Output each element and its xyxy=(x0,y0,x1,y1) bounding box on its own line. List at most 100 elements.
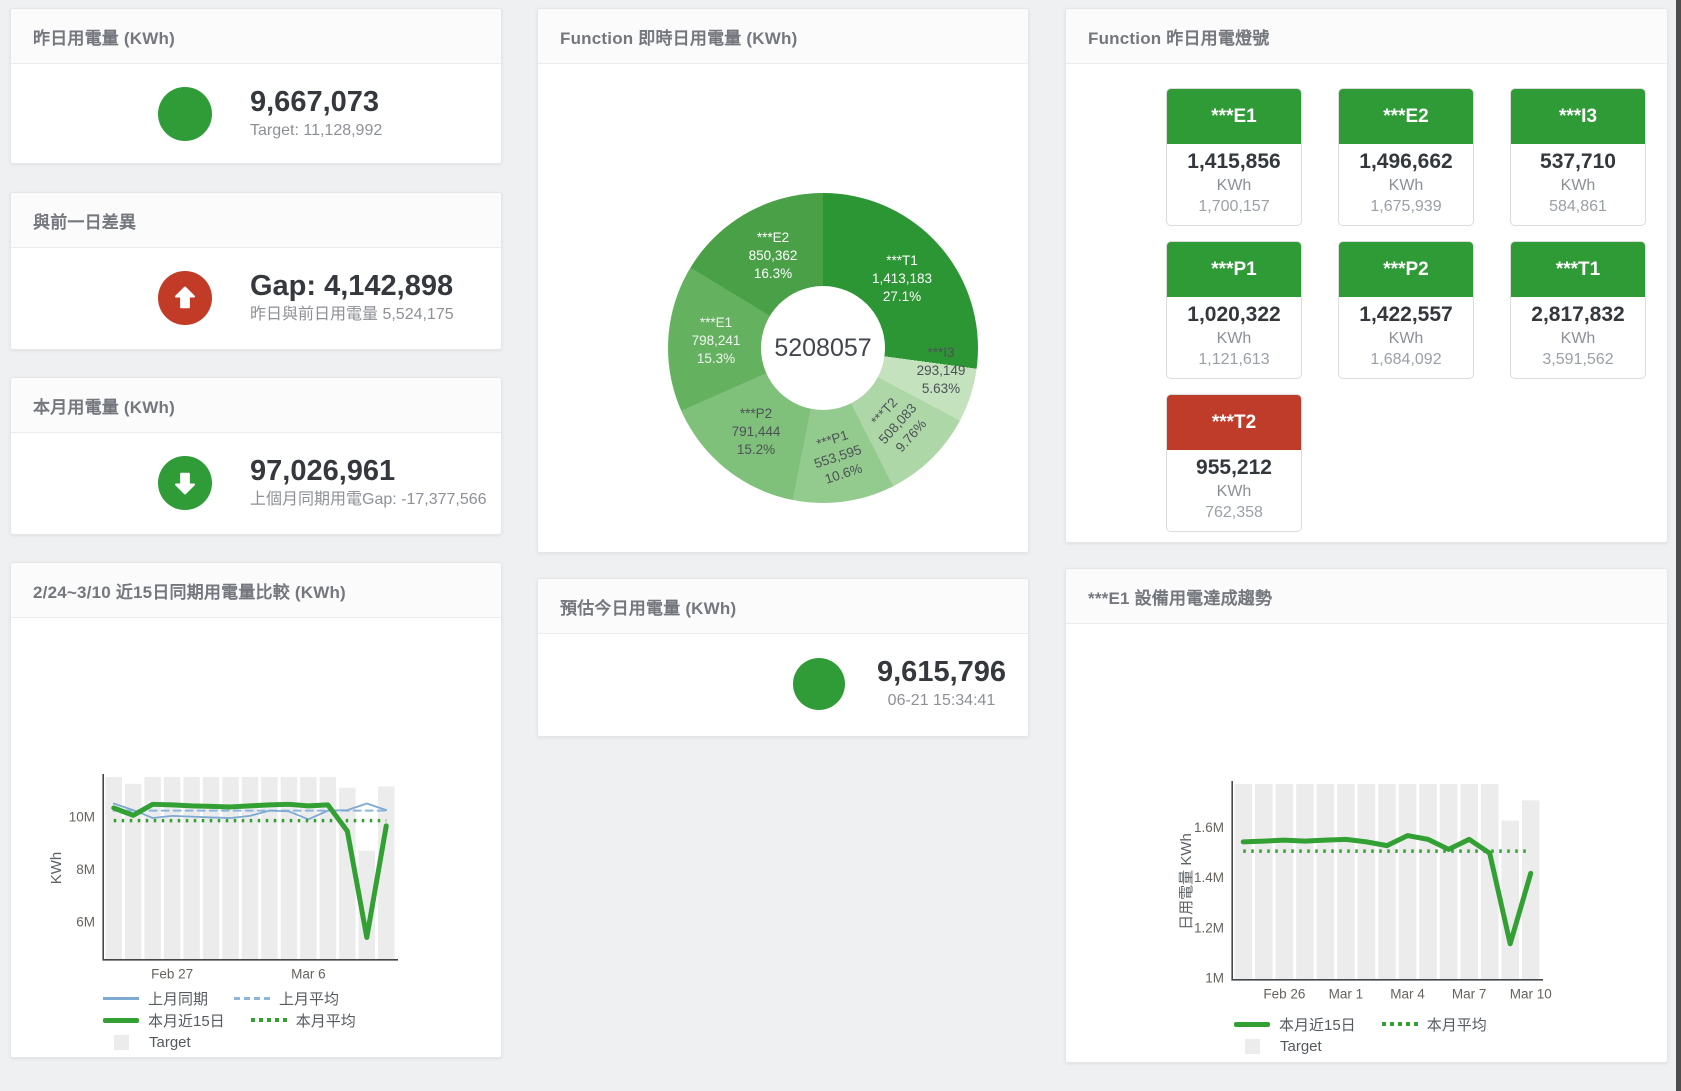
panel-e1-trend-chart: ***E1 設備用電達成趨勢 本月近15日 本月平均 Target xyxy=(1065,568,1668,1063)
tile-secondary-value: 762,358 xyxy=(1205,504,1263,521)
donut-segment-label: ***T1 1,413,183 27.1% xyxy=(871,253,933,304)
stat-value: 9,667,073 xyxy=(250,86,380,118)
legend-swatch-icon xyxy=(103,996,139,1000)
panel-header: Function 昨日用電燈號 xyxy=(1066,9,1667,64)
tile-header: ***P1 xyxy=(1167,242,1301,297)
panel-title: 昨日用電量 (KWh) xyxy=(33,28,175,48)
tile-unit: KWh xyxy=(1388,177,1424,194)
legend-swatch-icon xyxy=(250,1018,287,1022)
panel-header: 與前一日差異 xyxy=(11,193,501,248)
legend-item[interactable]: 上月平均 xyxy=(234,988,339,1009)
legend-label: 本月平均 xyxy=(1426,1016,1487,1034)
tile-secondary-value: 1,121,613 xyxy=(1198,351,1270,368)
tile-secondary-value: 1,684,092 xyxy=(1370,351,1442,368)
vertical-scrollbar[interactable] xyxy=(1676,0,1681,1091)
tile-header: ***T2 xyxy=(1167,395,1301,450)
light-tile: ***P1 1,020,322 KWh 1,121,613 xyxy=(1166,241,1302,379)
stat-value: 9,615,796 xyxy=(877,656,1007,688)
chart-legend: 本月近15日 本月平均 Target xyxy=(1234,1013,1487,1057)
panel-yesterday-usage: 昨日用電量 (KWh) 9,667,073 Target: 11,128,992 xyxy=(10,8,502,164)
legend-item[interactable]: 本月近15日 xyxy=(103,1010,225,1031)
light-tile: ***E1 1,415,856 KWh 1,700,157 xyxy=(1166,88,1302,226)
tile-secondary-value: 1,675,939 xyxy=(1370,198,1442,215)
light-tile-grid: ***E1 1,415,856 KWh 1,700,157 ***E2 1,496,662… xyxy=(1166,88,1646,532)
status-circle-green xyxy=(793,658,845,710)
tile-secondary-value: 584,861 xyxy=(1549,198,1607,215)
legend-label: 上月同期 xyxy=(148,990,209,1008)
chart-legend: 上月同期 上月平均本月近15日 本月平均 Target xyxy=(103,987,356,1053)
panel-header: ***E1 設備用電達成趨勢 xyxy=(1066,569,1667,624)
panel-header: Function 即時日用電量 (KWh) xyxy=(538,9,1028,64)
panel-title: 本月用電量 (KWh) xyxy=(33,397,175,417)
panel-title: ***E1 設備用電達成趨勢 xyxy=(1088,588,1273,608)
panel-title: Function 即時日用電量 (KWh) xyxy=(560,28,798,48)
donut-segment-label: ***P2 791,444 15.2% xyxy=(731,406,781,457)
legend-item[interactable]: 上月同期 xyxy=(103,988,208,1009)
panel-title: 預估今日用電量 (KWh) xyxy=(560,598,737,618)
tile-unit: KWh xyxy=(1560,330,1596,347)
tile-header: ***P2 xyxy=(1339,242,1473,297)
light-tile: ***T1 2,817,832 KWh 3,591,562 xyxy=(1510,241,1646,379)
legend-swatch-icon xyxy=(103,1017,139,1023)
panel-15day-comparison-chart: 2/24~3/10 近15日同期用電量比較 (KWh) 上月同期 上月平均本月近1… xyxy=(10,562,502,1058)
status-circle-green xyxy=(158,87,212,141)
legend-swatch-icon xyxy=(114,1034,129,1050)
legend-item[interactable]: Target xyxy=(1234,1038,1322,1055)
tile-value: 1,020,322 xyxy=(1187,303,1281,326)
stat-subtitle: 昨日與前日用電量 5,524,175 xyxy=(250,306,454,323)
stat-timestamp: 06-21 15:34:41 xyxy=(887,692,996,709)
legend-item[interactable]: 本月平均 xyxy=(250,1010,356,1031)
legend-item[interactable]: 本月平均 xyxy=(1381,1014,1487,1035)
light-tile: ***I3 537,710 KWh 584,861 xyxy=(1510,88,1646,226)
tile-value: 2,817,832 xyxy=(1531,303,1625,326)
panel-month-usage: 本月用電量 (KWh) 97,026,961 上個月同期用電Gap: -17,3… xyxy=(10,377,502,535)
tile-value: 1,496,662 xyxy=(1359,150,1453,173)
tile-value: 1,415,856 xyxy=(1187,150,1281,173)
panel-header: 2/24~3/10 近15日同期用電量比較 (KWh) xyxy=(11,563,501,618)
donut-segment-label: ***E2 850,362 16.3% xyxy=(748,230,798,281)
light-tile: ***T2 955,212 KWh 762,358 xyxy=(1166,394,1302,532)
legend-label: Target xyxy=(1280,1037,1322,1055)
tile-unit: KWh xyxy=(1388,330,1424,347)
legend-item[interactable]: Target xyxy=(103,1034,191,1051)
tile-value: 955,212 xyxy=(1196,456,1272,479)
panel-day-gap: 與前一日差異 Gap: 4,142,898 昨日與前日用電量 5,524,175 xyxy=(10,192,502,350)
legend-item[interactable]: 本月近15日 xyxy=(1234,1014,1356,1035)
donut-segment-label: ***I3 293,149 5.63% xyxy=(916,345,966,396)
donut-segment-label: ***E1 798,241 15.3% xyxy=(691,315,741,366)
tile-unit: KWh xyxy=(1216,330,1252,347)
legend-label: 本月平均 xyxy=(295,1012,356,1030)
legend-label: 上月平均 xyxy=(279,990,340,1008)
panel-estimated-today: 預估今日用電量 (KWh) 9,615,796 06-21 15:34:41 xyxy=(537,578,1029,737)
tile-unit: KWh xyxy=(1560,177,1596,194)
stat-value: 97,026,961 xyxy=(250,455,396,487)
panel-title: 2/24~3/10 近15日同期用電量比較 (KWh) xyxy=(33,582,346,602)
tile-value: 537,710 xyxy=(1540,150,1616,173)
tile-value: 1,422,557 xyxy=(1359,303,1453,326)
up-arrow-icon xyxy=(158,271,212,325)
legend-label: 本月近15日 xyxy=(148,1012,225,1030)
panel-title: Function 昨日用電燈號 xyxy=(1088,28,1270,48)
legend-swatch-icon xyxy=(1234,1021,1270,1027)
legend-label: 本月近15日 xyxy=(1279,1016,1356,1034)
panel-header: 昨日用電量 (KWh) xyxy=(11,9,501,64)
tile-unit: KWh xyxy=(1216,177,1252,194)
donut-center-value: 5208057 xyxy=(761,286,885,410)
tile-header: ***E1 xyxy=(1167,89,1301,144)
tile-secondary-value: 1,700,157 xyxy=(1198,198,1270,215)
tile-unit: KWh xyxy=(1216,483,1252,500)
e1-trend-line-chart xyxy=(1066,569,1667,1062)
tile-header: ***I3 xyxy=(1511,89,1645,144)
panel-title: 與前一日差異 xyxy=(33,212,137,232)
legend-swatch-icon xyxy=(234,996,271,1000)
stat-subtitle: 上個月同期用電Gap: -17,377,566 xyxy=(250,491,487,508)
stat-subtitle: Target: 11,128,992 xyxy=(250,122,383,139)
donut-chart: 5208057 ***T1 1,413,183 27.1% ***I3 293,149 5… xyxy=(538,9,1028,552)
panel-header: 本月用電量 (KWh) xyxy=(11,378,501,433)
panel-yesterday-lights: Function 昨日用電燈號 ***E1 1,415,856 KWh 1,700,1… xyxy=(1065,8,1668,543)
legend-swatch-icon xyxy=(1381,1022,1418,1026)
down-arrow-icon xyxy=(158,456,212,510)
legend-swatch-icon xyxy=(1245,1038,1260,1054)
panel-realtime-donut: Function 即時日用電量 (KWh) 5208057 ***T1 1,413… xyxy=(537,8,1029,553)
panel-header: 預估今日用電量 (KWh) xyxy=(538,579,1028,634)
